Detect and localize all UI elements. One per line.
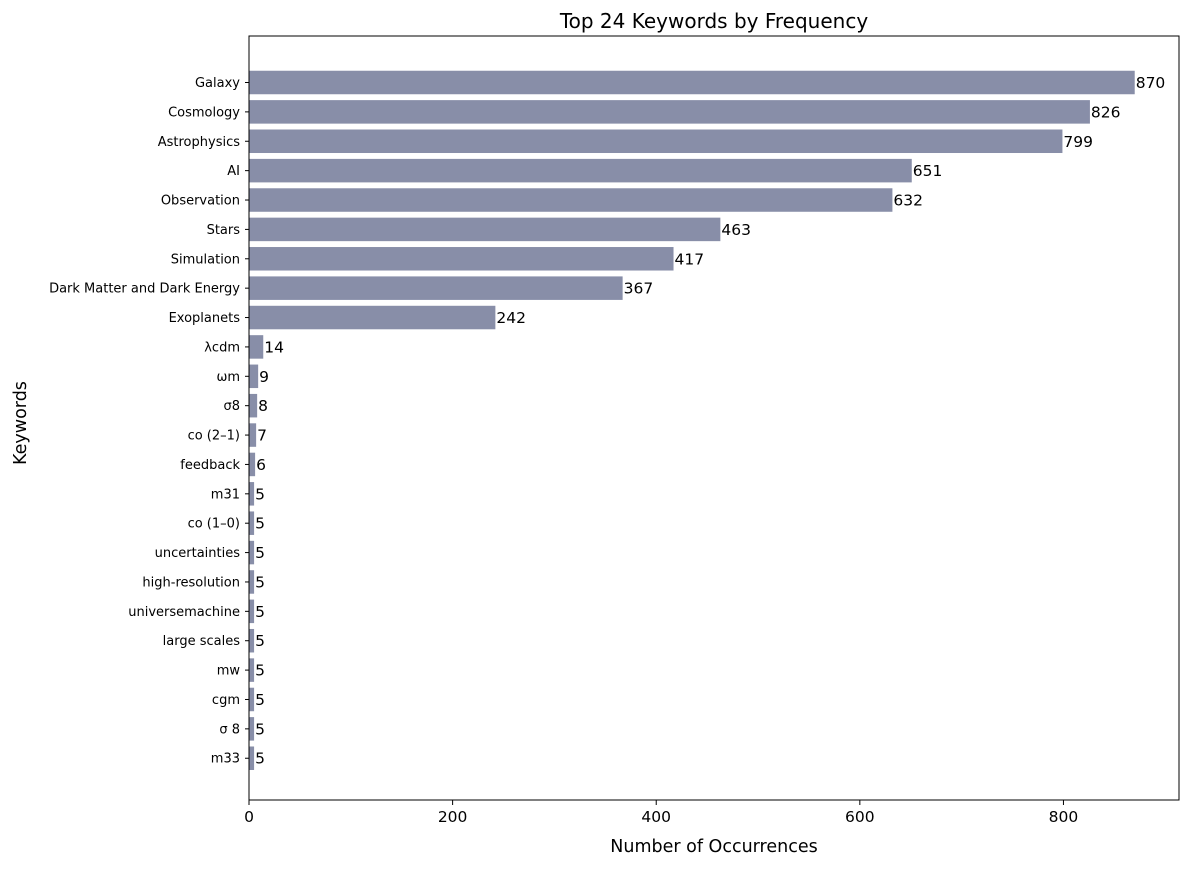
y-tick-label: Simulation <box>171 252 240 267</box>
bar <box>249 717 255 741</box>
y-tick-label: m33 <box>211 752 240 767</box>
y-tick-label: ωm <box>216 370 240 385</box>
bar <box>249 276 623 300</box>
bar <box>249 100 1090 124</box>
x-tick-label: 200 <box>438 808 468 826</box>
bar <box>249 540 255 565</box>
data-label: 826 <box>1091 103 1121 121</box>
bar <box>249 129 1063 154</box>
y-tick-label: σ8 <box>223 399 240 414</box>
data-label: 367 <box>624 280 654 298</box>
data-label: 14 <box>264 338 284 356</box>
data-label: 5 <box>255 544 265 562</box>
y-tick-label: Cosmology <box>168 105 240 120</box>
bar <box>249 423 257 447</box>
y-tick-label: σ 8 <box>219 722 240 737</box>
bar <box>249 188 893 212</box>
bar <box>249 70 1135 95</box>
bar <box>249 393 258 418</box>
y-tick-label: universemachine <box>128 605 240 620</box>
bar <box>249 305 496 330</box>
y-axis-label: Keywords <box>11 381 31 465</box>
y-tick-label: feedback <box>180 458 240 473</box>
y-tick-label: Galaxy <box>195 76 240 91</box>
x-ticks-layer: 0 200 400 600 800 <box>244 800 1078 826</box>
bar <box>249 452 256 477</box>
data-label: 632 <box>893 192 923 210</box>
bar <box>249 628 255 653</box>
bar <box>249 335 264 359</box>
y-tick-label: co (2–1) <box>188 429 240 444</box>
bar <box>249 687 255 712</box>
data-label: 8 <box>258 397 268 415</box>
bar <box>249 482 255 506</box>
data-label: 651 <box>913 162 943 180</box>
y-tick-label: cgm <box>212 693 240 708</box>
data-label: 5 <box>255 750 265 768</box>
data-label: 5 <box>255 662 265 680</box>
data-label: 417 <box>675 250 705 268</box>
bar <box>249 570 255 594</box>
bar <box>249 217 721 242</box>
x-axis-label: Number of Occurrences <box>610 837 817 857</box>
bar <box>249 511 255 535</box>
y-tick-label: AI <box>227 164 240 179</box>
x-tick-label: 0 <box>244 808 254 826</box>
bar <box>249 158 912 183</box>
y-tick-label: high-resolution <box>142 575 240 590</box>
plot-frame <box>248 35 1180 801</box>
bar <box>249 746 255 770</box>
y-tick-label: Astrophysics <box>158 135 240 150</box>
y-tick-label: uncertainties <box>155 546 241 561</box>
bar <box>249 364 259 389</box>
x-tick-label: 600 <box>845 808 875 826</box>
y-tick-label: large scales <box>163 634 241 649</box>
y-tick-label: Dark Matter and Dark Energy <box>49 282 240 297</box>
y-tick-label: λcdm <box>204 340 240 355</box>
data-label: 5 <box>255 632 265 650</box>
x-tick-label: 400 <box>641 808 671 826</box>
x-tick-label: 800 <box>1049 808 1079 826</box>
y-tick-label: co (1–0) <box>188 517 240 532</box>
data-label: 870 <box>1136 74 1166 92</box>
bar <box>249 599 255 624</box>
bar <box>249 247 674 271</box>
data-label: 7 <box>257 427 267 445</box>
y-tick-label: Observation <box>161 194 240 209</box>
y-tick-label: Stars <box>207 223 241 238</box>
chart-title: Top 24 Keywords by Frequency <box>559 9 868 33</box>
data-label: 5 <box>255 573 265 591</box>
data-label: 5 <box>255 603 265 621</box>
data-label: 463 <box>721 221 751 239</box>
data-labels-layer: 870 826 799 651 632 463 417 367 242 14 9 8 7 6 5 5 5 5 5 5 5… <box>255 74 1165 768</box>
data-label: 5 <box>255 720 265 738</box>
bars-layer <box>249 70 1135 770</box>
data-label: 6 <box>256 456 266 474</box>
data-label: 242 <box>496 309 526 327</box>
data-label: 5 <box>255 515 265 533</box>
y-tick-label: Exoplanets <box>169 311 241 326</box>
data-label: 9 <box>259 368 269 386</box>
data-label: 5 <box>255 691 265 709</box>
bar <box>249 658 255 682</box>
data-label: 799 <box>1063 133 1093 151</box>
y-tick-label: mw <box>217 664 241 679</box>
category-labels-layer: Galaxy Cosmology Astrophysics AI Observation… <box>49 76 249 767</box>
y-tick-label: m31 <box>211 487 240 502</box>
data-label: 5 <box>255 485 265 503</box>
